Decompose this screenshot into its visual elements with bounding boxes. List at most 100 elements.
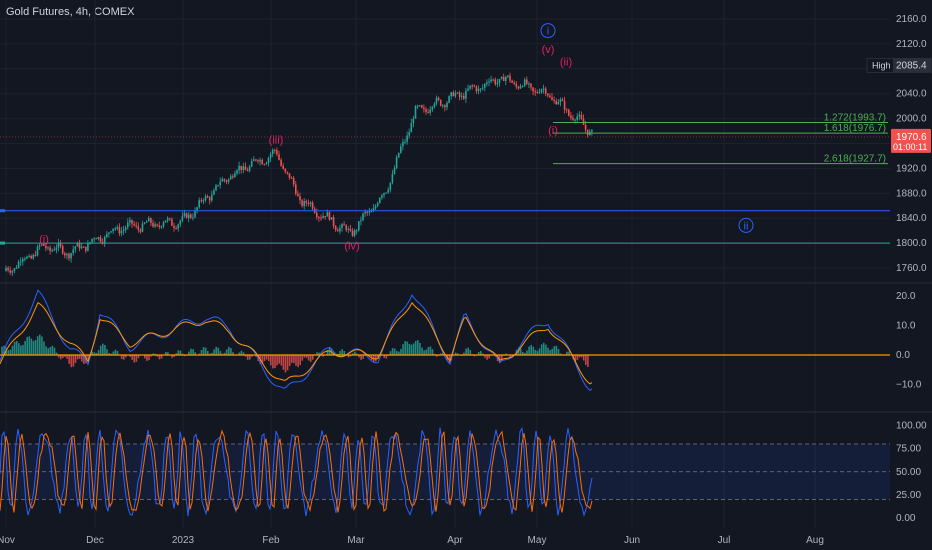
macd-histogram-bar [249,355,251,360]
fib-level-label: 1.272(1993.7) [824,113,886,124]
candle-body [179,220,182,225]
wave-label: i [547,26,549,38]
macd-histogram-bar [404,341,406,355]
candle-body [72,249,74,254]
macd-histogram-bar [536,350,539,355]
candle-body [385,192,387,194]
candle-body [129,219,131,223]
candle-body [70,253,72,259]
candle-body [450,92,452,97]
candle-body [389,182,392,190]
macd-histogram-bar [278,355,280,364]
macd-histogram-bar [274,355,276,369]
candle-body [204,196,207,201]
macd-histogram-bar [431,349,434,355]
candle-body [330,217,333,220]
macd-histogram-bar [351,353,354,355]
macd-tick-label: 10.0 [896,321,916,332]
macd-histogram-bar [267,355,270,362]
macd-histogram-bar [263,355,266,362]
macd-histogram-bar [192,349,194,355]
macd-histogram-bar [144,355,146,359]
candle-body [528,83,530,85]
candle-body [93,238,95,240]
candle-body [471,85,473,87]
candle-body [591,130,593,132]
macd-histogram-bar [175,353,178,355]
macd-histogram-bar [188,351,190,355]
macd-histogram-bar [194,352,196,355]
candle-body [15,267,18,269]
macd-histogram-bar [66,355,68,359]
macd-histogram-bar [246,355,249,360]
candle-body [183,213,186,216]
macd-histogram-bar [522,351,524,355]
candle-body [383,193,385,196]
candle-body [463,95,465,99]
macd-histogram-bar [219,351,222,355]
stoch-d-line [0,429,593,513]
macd-histogram-bar [349,355,352,357]
macd-histogram-bar [557,349,560,355]
candle-body [211,194,213,201]
candle-body [278,154,280,160]
candle-body [444,105,446,108]
macd-histogram-bar [408,343,411,355]
candle-body [328,212,331,220]
candle-body [467,88,469,91]
macd-histogram-bar [83,355,85,364]
candle-body [400,146,402,153]
candle-body [30,255,32,259]
candle-body [87,243,89,251]
macd-histogram-bar [11,345,14,355]
chart-title: Gold Futures, 4h, COMEX [6,6,135,18]
macd-histogram-bar [120,355,123,360]
macd-histogram-bar [112,351,115,355]
candle-body [358,221,360,231]
candle-body [540,89,543,93]
macd-histogram-bar [425,349,427,355]
candle-body [64,253,66,256]
candles [5,72,593,277]
macd-histogram-bar [57,355,60,358]
candle-body [156,224,158,226]
interval: 4h [75,6,88,18]
candle-body [177,224,179,229]
candle-body [110,231,112,233]
candle-body [240,165,242,170]
candle-body [198,200,200,208]
candle-body [429,109,431,113]
macd-histogram-bar [322,355,325,357]
macd-histogram-bar [343,350,346,355]
wave-label: (iv) [344,240,359,252]
candle-body [78,242,81,249]
candle-body [351,230,354,236]
macd-histogram-bar [341,349,343,355]
candle-body [116,227,119,229]
candle-body [47,247,49,249]
candle-body [345,225,347,230]
macd-histogram-bar [204,347,207,355]
candle-body [544,88,547,94]
candle-body [13,268,16,272]
candle-body [250,161,253,167]
macd-histogram-bar [150,355,152,357]
candle-body [316,212,318,218]
candle-body [219,181,221,186]
candle-body [127,222,129,228]
candle-body [368,211,371,213]
candle-body [80,246,83,249]
macd-histogram-bar [123,355,125,360]
macd-histogram-bar [505,353,507,355]
candle-body [309,202,312,204]
candle-body [51,250,53,252]
macd-histogram-bar [280,355,283,366]
candle-body [387,189,389,193]
candle-body [318,217,320,219]
candle-body [45,245,47,249]
macd-histogram-bar [326,349,329,355]
macd-histogram-bar [165,351,167,355]
candle-body [202,200,205,202]
candle-body [164,220,167,223]
